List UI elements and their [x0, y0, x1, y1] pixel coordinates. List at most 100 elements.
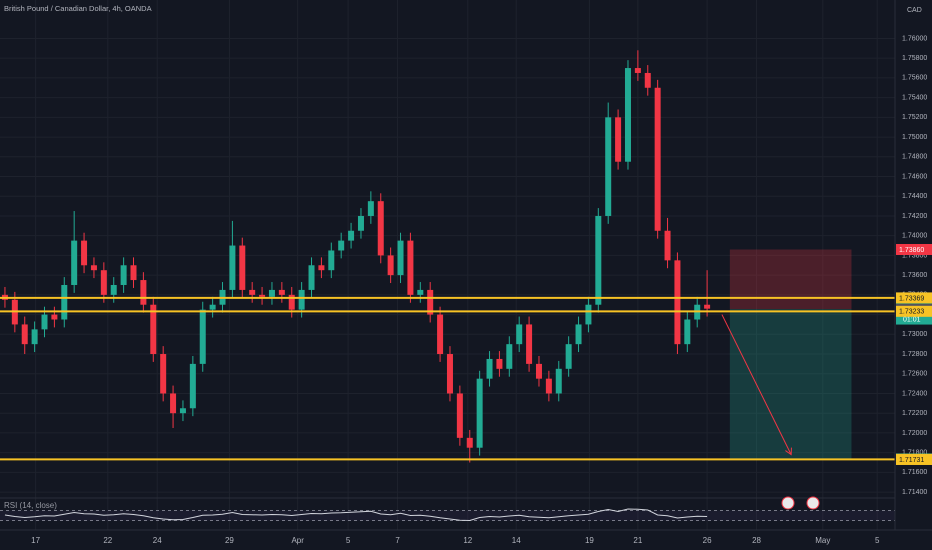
candle-body — [318, 265, 325, 271]
y-tick-label: 1.72600 — [902, 371, 927, 378]
levels[interactable] — [0, 296, 895, 461]
candle-body — [298, 289, 305, 310]
rsi-pane: RSI (14, close) — [0, 497, 895, 522]
candle-body — [615, 117, 622, 162]
grid — [0, 0, 895, 530]
candle-body — [249, 289, 256, 295]
y-tick-label: 1.74000 — [902, 233, 927, 240]
y-tick-label: 1.73600 — [902, 272, 927, 279]
candle-body — [496, 358, 503, 369]
time-axis[interactable] — [0, 530, 932, 550]
rsi-band-fill — [0, 510, 895, 521]
candle-body — [229, 245, 236, 290]
y-tick-label: 1.71400 — [902, 489, 927, 496]
x-tick-label: 21 — [633, 536, 642, 545]
y-tick-label: 1.75600 — [902, 75, 927, 82]
candle-body — [150, 304, 157, 355]
candle-body — [130, 265, 137, 281]
candle-body — [644, 72, 651, 88]
x-tick-label: Apr — [291, 536, 304, 545]
candle-body — [90, 265, 97, 271]
stop-zone — [729, 249, 852, 310]
y-tick-label: 1.73000 — [902, 331, 927, 338]
candle-body — [179, 408, 186, 414]
price-tag-label: 1.71731 — [899, 457, 924, 464]
y-tick-label: 1.74400 — [902, 193, 927, 200]
price-tag — [896, 243, 932, 255]
countdown-bg — [896, 314, 932, 325]
candle-body — [486, 358, 493, 379]
rsi-line — [4, 508, 708, 522]
y-tick-label: 1.72800 — [902, 351, 927, 358]
y-tick-label: 1.74800 — [902, 154, 927, 161]
candle-body — [239, 245, 246, 290]
y-tick-label: 1.72000 — [902, 430, 927, 437]
candle-body — [110, 284, 117, 295]
y-tick-label: 1.75400 — [902, 94, 927, 101]
candle-body — [555, 368, 562, 394]
candle-body — [407, 240, 414, 295]
candle-body — [684, 319, 691, 345]
candle-body — [585, 304, 592, 325]
x-tick-label: 22 — [103, 536, 112, 545]
candle-body — [417, 289, 424, 295]
candle-body — [71, 240, 78, 285]
y-tick-label: 1.74600 — [902, 173, 927, 180]
price-tag — [896, 292, 932, 304]
arrow-head — [785, 447, 792, 456]
symbol-title: British Pound / Canadian Dollar, 4h, OAN… — [4, 4, 152, 13]
rsi-label: RSI (14, close) — [4, 501, 57, 510]
x-tick-label: 12 — [463, 536, 472, 545]
candle-body — [278, 289, 285, 295]
candle-body — [357, 215, 364, 231]
candle-body — [377, 201, 384, 256]
candle-body — [328, 250, 335, 271]
x-tick-label: 28 — [752, 536, 761, 545]
axes: 1.76000 1.75800 1.75600 1.75400 1.75200 1.750… — [31, 35, 932, 545]
countdown: 01:01 — [903, 316, 921, 323]
x-tick-label: 7 — [395, 536, 400, 545]
event-icon[interactable] — [781, 496, 795, 510]
candle-body — [209, 304, 216, 310]
y-tick-label: 1.76000 — [902, 35, 927, 42]
candle-body — [446, 354, 453, 394]
candle-body — [575, 324, 582, 345]
y-tick-label: 1.72200 — [902, 410, 927, 417]
candle-body — [268, 289, 275, 297]
price-tag — [896, 305, 932, 317]
candle-body — [545, 378, 552, 394]
candle-body — [308, 265, 315, 290]
event-icon[interactable] — [806, 496, 820, 510]
candle-body — [160, 354, 167, 394]
target-zone — [729, 309, 852, 459]
x-tick-label: 26 — [703, 536, 712, 545]
x-tick-label: 24 — [153, 536, 162, 545]
event-icons[interactable] — [781, 496, 820, 510]
y-tick-label: 1.71800 — [902, 449, 927, 456]
candle-body — [21, 324, 28, 345]
candle-body — [674, 260, 681, 345]
candle-body — [466, 437, 473, 448]
currency: CAD — [907, 7, 922, 14]
candle-body — [81, 240, 88, 266]
price-tag-label: 1.73860 — [899, 247, 924, 254]
candle-body — [61, 284, 68, 320]
price-tag-label: 1.73369 — [899, 295, 924, 302]
candle-body — [516, 324, 523, 345]
candle-body — [51, 314, 58, 320]
candle-body — [387, 255, 394, 276]
candle-body — [120, 265, 127, 285]
arrow-line — [721, 314, 792, 455]
candle-body — [170, 393, 177, 414]
x-tick-label: May — [815, 536, 830, 545]
y-tick-label: 1.73800 — [902, 252, 927, 259]
y-tick-label: 1.71600 — [902, 469, 927, 476]
price-tag-label: 1.73233 — [899, 309, 924, 316]
candle-body — [189, 363, 196, 409]
y-tick-label: 1.75200 — [902, 114, 927, 121]
candle-body — [595, 215, 602, 305]
position-tool[interactable] — [721, 249, 852, 459]
price-tag — [896, 453, 932, 465]
